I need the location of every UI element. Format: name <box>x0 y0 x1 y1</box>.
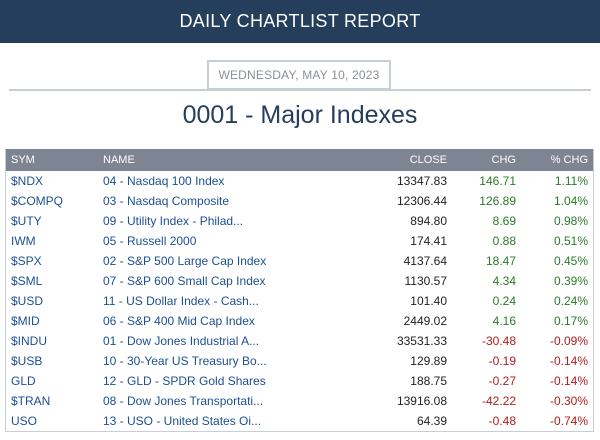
column-header-sym[interactable]: SYM <box>11 154 35 166</box>
symbol-link[interactable]: IWM <box>11 234 36 248</box>
percent-change-value: 0.45% <box>553 254 588 268</box>
close-value: 13916.08 <box>396 394 447 408</box>
close-value: 4137.64 <box>403 254 447 268</box>
name-link[interactable]: 05 - Russell 2000 <box>103 234 197 248</box>
table-row: $SPX 02 - S&P 500 Large Cap Index 4137.64 1… <box>6 251 593 271</box>
symbol-link[interactable]: USO <box>11 414 38 428</box>
change-value: -0.19 <box>488 354 516 368</box>
table-row: GLD 12 - GLD - SPDR Gold Shares 188.75 -0.2… <box>6 371 593 391</box>
percent-change-value: -0.14% <box>549 354 588 368</box>
percent-change-value: 0.51% <box>553 234 588 248</box>
symbol-link[interactable]: $TRAN <box>11 394 51 408</box>
index-table: SYM NAME CLOSE CHG % CHG $NDX 04 - Nasdaq… <box>5 149 594 432</box>
close-value: 12306.44 <box>396 194 447 208</box>
name-link[interactable]: 11 - US Dollar Index - Cash... <box>103 294 259 308</box>
table-row: $NDX 04 - Nasdaq 100 Index 13347.83 146.71 1… <box>6 171 593 191</box>
percent-change-value: -0.74% <box>549 414 588 428</box>
date-section: WEDNESDAY, MAY 10, 2023 <box>0 43 600 93</box>
close-value: 13347.83 <box>396 174 447 188</box>
percent-change-value: 0.98% <box>553 214 588 228</box>
change-value: -0.48 <box>488 414 516 428</box>
change-value: 0.24 <box>492 294 516 308</box>
table-row: $COMPQ 03 - Nasdaq Composite 12306.44 126.8… <box>6 191 593 211</box>
change-value: 0.88 <box>492 234 516 248</box>
column-header-name[interactable]: NAME <box>103 154 135 166</box>
change-value: -0.27 <box>488 374 516 388</box>
table-row: $UTY 09 - Utility Index - Philad... 894.80… <box>6 211 593 231</box>
symbol-link[interactable]: $MID <box>11 314 40 328</box>
date-divider <box>9 89 591 91</box>
percent-change-value: 1.04% <box>553 194 588 208</box>
symbol-link[interactable]: $COMPQ <box>11 194 64 208</box>
close-value: 894.80 <box>410 214 447 228</box>
column-header-chg[interactable]: CHG <box>491 154 516 166</box>
close-value: 33531.33 <box>396 334 447 348</box>
symbol-link[interactable]: $USB <box>11 354 43 368</box>
symbol-link[interactable]: $INDU <box>11 334 48 348</box>
name-link[interactable]: 04 - Nasdaq 100 Index <box>103 174 225 188</box>
close-value: 129.89 <box>410 354 447 368</box>
change-value: 126.89 <box>479 194 516 208</box>
name-link[interactable]: 08 - Dow Jones Transportati... <box>103 394 264 408</box>
column-header-pct-chg[interactable]: % CHG <box>550 154 588 166</box>
close-value: 101.40 <box>410 294 447 308</box>
name-link[interactable]: 06 - S&P 400 Mid Cap Index <box>103 314 255 328</box>
table-row: $USB 10 - 30-Year US Treasury Bo... 129.89… <box>6 351 593 371</box>
table-row: $INDU 01 - Dow Jones Industrial A... 33531… <box>6 331 593 351</box>
name-link[interactable]: 09 - Utility Index - Philad... <box>103 214 244 228</box>
close-value: 174.41 <box>410 234 447 248</box>
table-header: SYM NAME CLOSE CHG % CHG <box>6 149 593 171</box>
percent-change-value: -0.30% <box>549 394 588 408</box>
symbol-link[interactable]: $NDX <box>11 174 44 188</box>
symbol-link[interactable]: $USD <box>11 294 44 308</box>
change-value: -30.48 <box>481 334 516 348</box>
name-link[interactable]: 03 - Nasdaq Composite <box>103 194 230 208</box>
table-body: $NDX 04 - Nasdaq 100 Index 13347.83 146.71 1… <box>6 171 593 431</box>
name-link[interactable]: 12 - GLD - SPDR Gold Shares <box>103 374 266 388</box>
percent-change-value: 0.17% <box>553 314 588 328</box>
symbol-link[interactable]: $UTY <box>11 214 42 228</box>
percent-change-value: 0.39% <box>553 274 588 288</box>
close-value: 188.75 <box>410 374 447 388</box>
percent-change-value: 1.11% <box>554 174 588 188</box>
report-header: DAILY CHARTLIST REPORT <box>0 0 600 43</box>
symbol-link[interactable]: $SPX <box>11 254 42 268</box>
table-row: $USD 11 - US Dollar Index - Cash... 101.40… <box>6 291 593 311</box>
name-link[interactable]: 01 - Dow Jones Industrial A... <box>103 334 260 348</box>
percent-change-value: -0.09% <box>549 334 588 348</box>
name-link[interactable]: 07 - S&P 600 Small Cap Index <box>103 274 266 288</box>
close-value: 2449.02 <box>403 314 447 328</box>
symbol-link[interactable]: GLD <box>11 374 36 388</box>
change-value: -42.22 <box>481 394 516 408</box>
percent-change-value: -0.14% <box>549 374 588 388</box>
table-row: $SML 07 - S&P 600 Small Cap Index 1130.57 4… <box>6 271 593 291</box>
chartlist-title: 0001 - Major Indexes <box>182 101 418 129</box>
report-header-title: DAILY CHARTLIST REPORT <box>179 11 421 31</box>
name-link[interactable]: 02 - S&P 500 Large Cap Index <box>103 254 267 268</box>
change-value: 8.69 <box>492 214 516 228</box>
close-value: 64.39 <box>416 414 447 428</box>
name-link[interactable]: 10 - 30-Year US Treasury Bo... <box>103 354 267 368</box>
close-value: 1130.57 <box>404 274 448 288</box>
report-date: WEDNESDAY, MAY 10, 2023 <box>207 60 391 90</box>
column-header-close[interactable]: CLOSE <box>409 154 447 166</box>
symbol-link[interactable]: $SML <box>11 274 43 288</box>
table-row: USO 13 - USO - United States Oi... 64.39 -0… <box>6 411 593 431</box>
percent-change-value: 0.24% <box>553 294 588 308</box>
table-row: $MID 06 - S&P 400 Mid Cap Index 2449.02 4.1… <box>6 311 593 331</box>
change-value: 18.47 <box>485 254 516 268</box>
name-link[interactable]: 13 - USO - United States Oi... <box>103 414 262 428</box>
change-value: 4.34 <box>492 274 516 288</box>
table-row: $TRAN 08 - Dow Jones Transportati... 13916… <box>6 391 593 411</box>
table-row: IWM 05 - Russell 2000 174.41 0.88 0.51% <box>6 231 593 251</box>
change-value: 4.16 <box>492 314 516 328</box>
change-value: 146.71 <box>479 174 516 188</box>
